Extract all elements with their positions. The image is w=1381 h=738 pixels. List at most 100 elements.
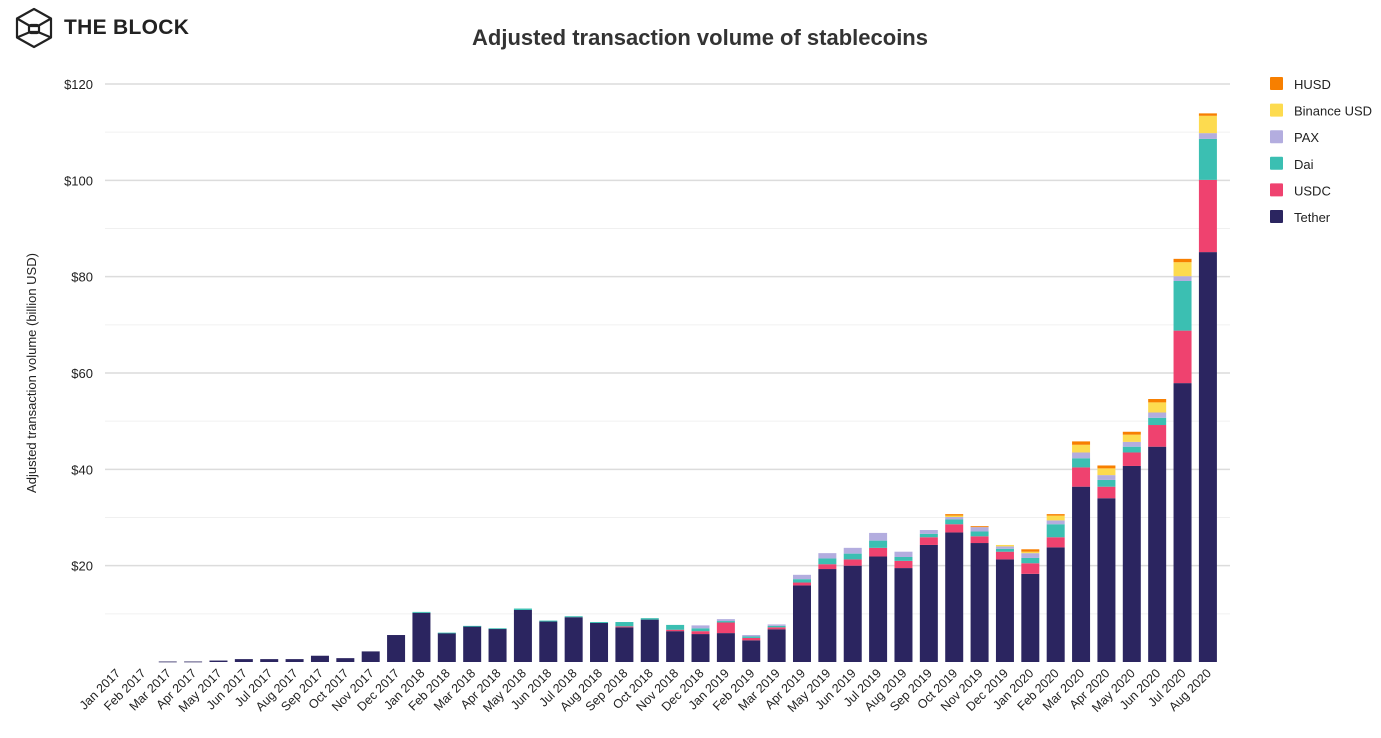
bar-segment-usdc: [1072, 467, 1091, 487]
bar-segment-usdc: [767, 627, 786, 630]
legend-label: Tether: [1294, 210, 1331, 225]
bar-segment-pax: [1046, 520, 1065, 525]
bar-segment-pax: [869, 532, 888, 541]
bar-segment-tether: [260, 659, 279, 662]
bar-segment-tether: [488, 628, 507, 662]
bar-segment-dai: [1173, 281, 1192, 331]
bar-segment-tether: [184, 661, 203, 663]
bar-segment-tether: [361, 651, 380, 662]
brand-logo: THE BLOCK: [12, 6, 189, 50]
bar-segment-tether: [818, 569, 837, 662]
bar-segment-tether: [539, 621, 558, 662]
bar-segment-usdc: [945, 524, 964, 533]
bar-segment-usdc: [970, 536, 989, 544]
bar-segment-dai: [716, 621, 735, 623]
legend-swatch: [1270, 130, 1283, 144]
y-tick-label: $40: [71, 462, 93, 477]
bar-segment-usdc: [792, 582, 811, 586]
bar-segment-pax: [1097, 475, 1116, 480]
bar-segment-binance-usd: [1173, 262, 1192, 277]
bar-segment-dai: [437, 632, 456, 634]
bar-segment-tether: [894, 568, 913, 662]
bar-segment-husd: [945, 514, 964, 516]
legend-swatch: [1270, 156, 1283, 170]
legend-swatch: [1270, 210, 1283, 223]
bar-segment-dai: [792, 579, 811, 583]
bar-segment-usdc: [995, 551, 1014, 560]
legend-item-usdc[interactable]: USDC: [1270, 183, 1331, 198]
legend-item-tether[interactable]: Tether: [1270, 210, 1331, 225]
bar-segment-pax: [792, 574, 811, 580]
bar-segment-dai: [488, 628, 507, 630]
bar-segment-dai: [564, 616, 583, 618]
bar-segment-dai: [995, 548, 1014, 552]
legend-item-dai[interactable]: Dai: [1270, 156, 1314, 172]
bar-segment-pax: [1021, 553, 1040, 558]
bar-segment-usdc: [1148, 425, 1167, 447]
bar-segment-dai: [919, 533, 938, 538]
bar-segment-dai: [767, 625, 786, 628]
bar-segment-pax: [1148, 412, 1167, 418]
bar-segment-husd: [1097, 465, 1116, 469]
bar-segment-tether: [1097, 498, 1116, 662]
bar-segment-binance-usd: [995, 544, 1014, 547]
legend-label: PAX: [1294, 130, 1319, 145]
bar-segment-binance-usd: [1097, 468, 1116, 476]
bar-segment-pax: [716, 619, 735, 622]
bar-segment-dai: [869, 540, 888, 548]
bar-segment-pax: [1173, 276, 1192, 282]
bar-segment-pax: [970, 527, 989, 532]
bar-segment-pax: [1198, 133, 1217, 139]
legend-item-pax[interactable]: PAX: [1270, 130, 1319, 145]
y-tick-label: $80: [71, 270, 93, 285]
bar-segment-binance-usd: [1072, 444, 1091, 453]
bar-segment-tether: [666, 631, 685, 662]
legend-label: USDC: [1294, 183, 1331, 198]
bar-segment-tether: [615, 627, 634, 662]
bar-segment-pax: [1072, 452, 1091, 459]
bar-segment-dai: [590, 622, 609, 623]
bar-segment-dai: [640, 618, 659, 620]
bar-segment-binance-usd: [1198, 115, 1217, 134]
bar-segment-tether: [691, 634, 710, 662]
bar-segment-pax: [894, 551, 913, 557]
bar-segment-dai: [412, 611, 431, 613]
bar-segment-tether: [1173, 383, 1192, 662]
bar-segment-tether: [767, 629, 786, 662]
bar-segment-dai: [843, 553, 862, 560]
bar-segment-binance-usd: [1122, 434, 1141, 442]
bar-segment-husd: [1173, 258, 1192, 263]
bar-segment-tether: [513, 609, 532, 662]
legend-item-binance-usd[interactable]: Binance USD: [1270, 103, 1372, 119]
bar-segment-tether: [1021, 573, 1040, 662]
legend-label: Binance USD: [1294, 104, 1372, 119]
bar-segment-usdc: [869, 547, 888, 557]
bar-segment-dai: [513, 608, 532, 610]
bar-segment-tether: [463, 626, 482, 662]
bar-segment-tether: [437, 633, 456, 662]
y-axis-label: Adjusted transaction volume (billion USD…: [24, 253, 39, 493]
bar-segment-tether: [590, 622, 609, 662]
bar-segment-dai: [742, 636, 761, 638]
bar-segment-tether: [869, 556, 888, 662]
bar-segment-usdc: [1173, 330, 1192, 384]
bar-segment-binance-usd: [1046, 515, 1065, 521]
bar-segment-usdc: [615, 626, 634, 628]
bar-segment-pax: [742, 635, 761, 637]
bar-segment-dai: [691, 628, 710, 632]
legend-swatch: [1270, 77, 1283, 90]
bar-segment-tether: [285, 659, 304, 662]
bar-segment-dai: [1148, 417, 1167, 426]
bar-segment-tether: [310, 655, 329, 662]
legend-item-husd[interactable]: HUSD: [1270, 77, 1331, 92]
bar-segment-usdc: [843, 559, 862, 566]
bar-segment-tether: [412, 612, 431, 662]
bar-segment-usdc: [716, 622, 735, 634]
bar-segment-usdc: [894, 560, 913, 569]
bar-segment-tether: [716, 633, 735, 662]
legend-label: Dai: [1294, 157, 1314, 172]
bar-segment-pax: [919, 530, 938, 534]
bar-segment-tether: [919, 544, 938, 662]
bar-segment-pax: [691, 625, 710, 629]
